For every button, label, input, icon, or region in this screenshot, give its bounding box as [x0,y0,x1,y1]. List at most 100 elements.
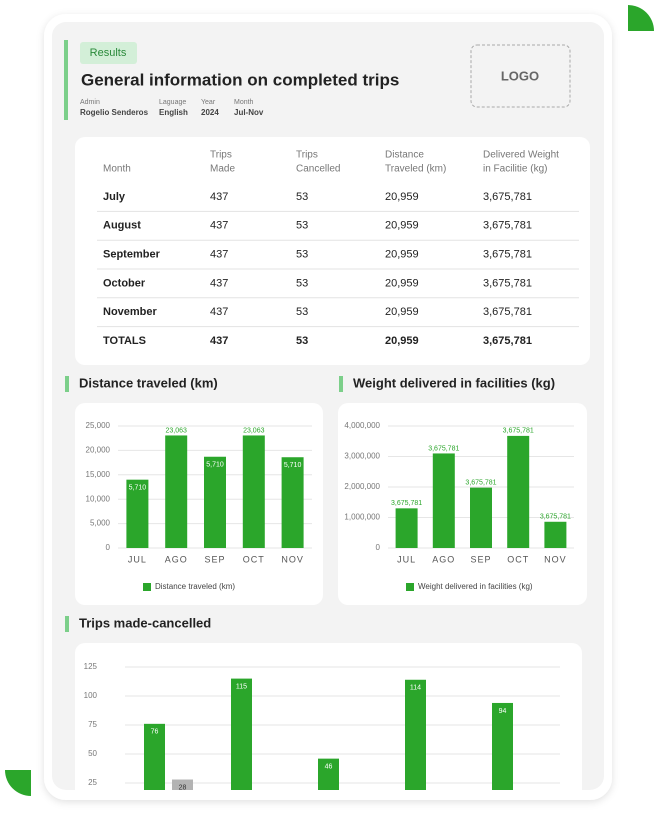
y-tick-label: 1,000,000 [344,513,380,522]
table-cell: 20,959 [385,306,419,318]
column-header: Made [210,164,235,175]
column-header: Distance [385,150,424,161]
y-tick-label: 25 [88,778,97,787]
section-accent [65,376,69,392]
x-tick-label: SEP [204,554,225,564]
bar-label: 115 [236,683,247,690]
bar [395,508,418,548]
bar [507,435,530,548]
table-cell: August [103,220,141,232]
legend-label: Distance traveled (km) [155,582,235,591]
x-tick-label: AGO [432,554,455,564]
bar-label: 23,063 [243,427,265,434]
bar [242,435,265,548]
bar-label: 114 [410,685,421,692]
bar-label: 3,675,781 [540,514,571,521]
bar [405,679,426,790]
corner-decoration [5,770,31,796]
section-accent [65,616,69,632]
bar-label: 5,710 [206,462,224,469]
table-cell: 437 [210,249,228,261]
bar [165,435,188,548]
table-cell: 20,959 [385,191,419,203]
bar-label: 28 [179,784,187,791]
column-header: Traveled (km) [385,164,446,175]
y-tick-label: 125 [84,662,98,671]
x-tick-label: OCT [507,554,529,564]
bar [544,521,567,548]
logo: LOGO [501,68,539,83]
bar-label: 46 [325,763,333,770]
legend-swatch [406,583,414,591]
y-tick-label: 75 [88,720,97,729]
y-tick-label: 3,000,000 [344,452,380,461]
content: Results General information on completed… [52,22,604,812]
bar-label: 5,710 [284,462,302,469]
table-cell: 53 [296,306,308,318]
x-tick-label: NOV [281,554,304,564]
table-cell: 53 [296,335,308,347]
y-tick-label: 15,000 [86,470,111,479]
table-cell: 53 [296,249,308,261]
column-header: Month [103,164,131,175]
bar-label: 10 [440,805,448,812]
table-cell: July [103,191,126,203]
bar-label: 23,063 [165,427,187,434]
column-header: Cancelled [296,164,340,175]
chart-card [75,643,582,790]
meta-value: 2024 [201,108,219,117]
table-cell: 437 [210,335,228,347]
table-cell: 3,675,781 [483,277,532,289]
y-tick-label: 4,000,000 [344,421,380,430]
table-cell: 3,675,781 [483,220,532,232]
bar [432,453,455,548]
badge [80,42,137,64]
y-tick-label: 100 [84,691,98,700]
table-cell: 437 [210,277,228,289]
y-tick-label: 0 [106,543,111,552]
bar-label: 3,675,781 [391,500,422,507]
accent-bar [64,40,68,120]
chart-title: Trips made-cancelled [79,615,211,630]
table-cell: 437 [210,306,228,318]
y-tick-label: 25,000 [86,421,111,430]
table-cell: 20,959 [385,335,419,347]
legend-swatch [143,583,151,591]
bar [231,678,252,790]
chart-card [338,403,587,605]
x-tick-label: JUL [128,554,147,564]
chart-title: Weight delivered in facilities (kg) [353,375,555,390]
meta-label: Year [201,99,216,106]
meta-label: Laguage [159,99,186,106]
x-tick-label: NOV [544,554,567,564]
table-cell: November [103,306,158,318]
meta-value: English [159,108,188,117]
bar-label: 94 [499,708,507,715]
y-tick-label: 10,000 [86,494,111,503]
x-tick-label: SEP [470,554,491,564]
badge-text: Results [90,47,127,59]
bar [433,800,454,812]
y-tick-label: 5,000 [90,519,111,528]
corner-decoration [628,5,654,31]
section-accent [339,376,343,392]
y-tick-label: 2,000,000 [344,482,380,491]
page-title: General information on completed trips [81,70,399,89]
x-tick-label: JUL [397,554,416,564]
bar [126,479,149,548]
legend-label: Weight delivered in facilities (kg) [418,582,533,591]
table-cell: 53 [296,277,308,289]
logo-box [470,44,571,108]
y-tick-label: 50 [88,749,97,758]
bar [492,702,513,790]
column-header: Trips [296,150,318,161]
table-cell: 3,675,781 [483,191,532,203]
column-header: Delivered Weight [483,150,559,161]
table-cell: TOTALS [103,335,146,347]
table-cell: 3,675,781 [483,306,532,318]
meta-label: Admin [80,99,100,106]
bar [204,456,226,548]
x-tick-label: AGO [165,554,188,564]
table-cell: 20,959 [385,277,419,289]
table-cell: 53 [296,191,308,203]
